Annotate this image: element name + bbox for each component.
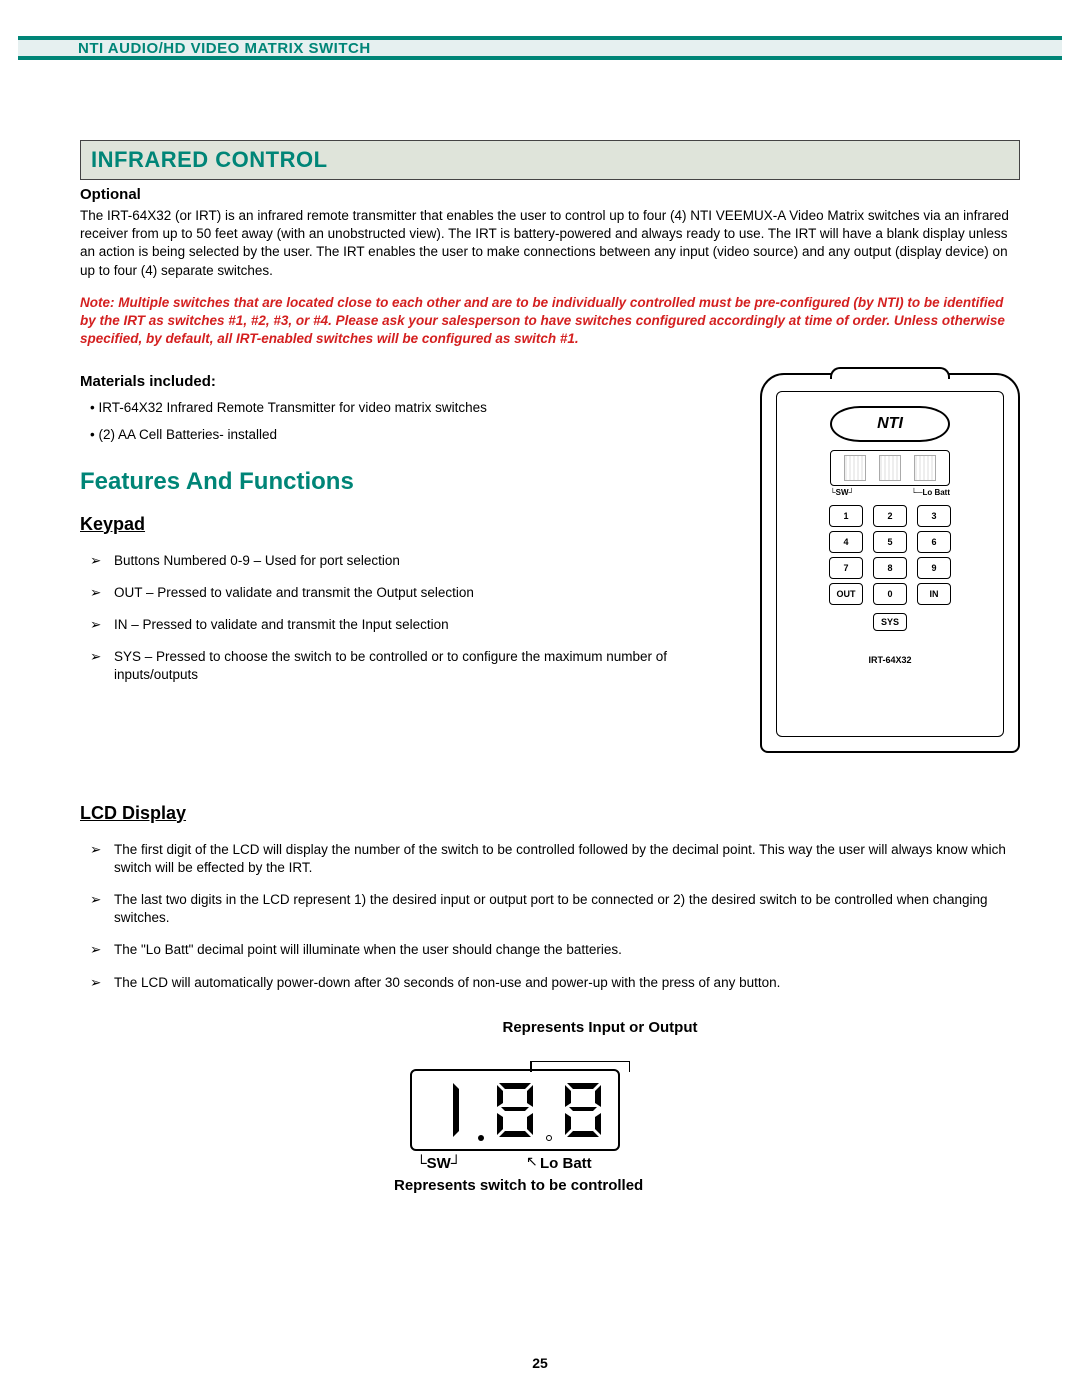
page-content: INFRARED CONTROL Optional The IRT-64X32 …	[80, 140, 1020, 1194]
remote-model: IRT-64X32	[868, 655, 911, 665]
lcd-seg	[879, 455, 901, 481]
keypad-heading: Keypad	[80, 514, 730, 535]
lcd-diagram-top-label: Represents Input or Output	[500, 1019, 700, 1037]
key-7: 7	[829, 557, 863, 579]
list-item: Buttons Numbered 0-9 – Used for port sel…	[90, 545, 730, 577]
list-item: The LCD will automatically power-down af…	[90, 967, 1020, 999]
list-item: The last two digits in the LCD represent…	[90, 884, 1020, 934]
lcd-display-section: LCD Display The first digit of the LCD w…	[80, 803, 1020, 1194]
lcd-list: The first digit of the LCD will display …	[80, 834, 1020, 999]
key-3: 3	[917, 505, 951, 527]
lcd-heading: LCD Display	[80, 803, 1020, 824]
remote-diagram-col: NTI └SW┘ └─Lo Batt 1 2 3 4	[760, 373, 1020, 753]
lcd-box	[410, 1069, 620, 1151]
lcd-diagram-bottom-label: Represents switch to be controlled	[394, 1177, 720, 1194]
lcd-seg	[914, 455, 936, 481]
list-item: SYS – Pressed to choose the switch to be…	[90, 641, 730, 691]
remote-lcd-labels: └SW┘ └─Lo Batt	[830, 488, 950, 497]
page-header: NTI AUDIO/HD VIDEO MATRIX SWITCH	[18, 36, 1062, 60]
keypad-list: Buttons Numbered 0-9 – Used for port sel…	[80, 545, 730, 692]
remote-keypad: 1 2 3 4 5 6 7 8 9 OUT 0 IN SYS	[829, 505, 951, 631]
list-item: OUT – Pressed to validate and transmit t…	[90, 577, 730, 609]
mid-left-col: Materials included: IRT-64X32 Infrared R…	[80, 373, 740, 753]
key-6: 6	[917, 531, 951, 553]
remote-inner: NTI └SW┘ └─Lo Batt 1 2 3 4	[776, 391, 1004, 737]
features-heading: Features And Functions	[80, 468, 730, 496]
note-paragraph: Note: Multiple switches that are located…	[80, 294, 1020, 349]
sw-label: └SW┘	[830, 488, 854, 497]
lcd-seg	[844, 455, 866, 481]
key-out: OUT	[829, 583, 863, 605]
lcd-diagram: Represents Input or Output	[380, 1019, 720, 1194]
lobatt-label: └─Lo Batt	[911, 488, 950, 497]
nti-logo: NTI	[830, 406, 950, 442]
list-item: (2) AA Cell Batteries- installed	[90, 421, 730, 448]
materials-heading: Materials included:	[80, 373, 730, 390]
decimal-point	[478, 1135, 484, 1141]
arrow-icon: ↖	[526, 1153, 538, 1170]
section-banner: INFRARED CONTROL	[80, 140, 1020, 180]
key-1: 1	[829, 505, 863, 527]
remote-diagram: NTI └SW┘ └─Lo Batt 1 2 3 4	[760, 373, 1020, 753]
list-item: IRT-64X32 Infrared Remote Transmitter fo…	[90, 394, 730, 421]
optional-heading: Optional	[80, 186, 1020, 203]
key-8: 8	[873, 557, 907, 579]
key-0: 0	[873, 583, 907, 605]
decimal-point-open	[546, 1135, 552, 1141]
list-item: IN – Pressed to validate and transmit th…	[90, 609, 730, 641]
lcd-digit-3	[559, 1079, 607, 1141]
remote-notch	[830, 367, 950, 379]
key-sys: SYS	[873, 613, 907, 631]
remote-lcd	[830, 450, 950, 486]
list-item: The first digit of the LCD will display …	[90, 834, 1020, 884]
key-9: 9	[917, 557, 951, 579]
materials-list: IRT-64X32 Infrared Remote Transmitter fo…	[80, 394, 730, 448]
page-number: 25	[0, 1355, 1080, 1371]
lobatt-diagram-label: Lo Batt	[540, 1155, 592, 1172]
optional-paragraph: The IRT-64X32 (or IRT) is an infrared re…	[80, 207, 1020, 280]
mid-row: Materials included: IRT-64X32 Infrared R…	[80, 373, 1020, 753]
list-item: The "Lo Batt" decimal point will illumin…	[90, 934, 1020, 966]
lcd-digit-2	[491, 1079, 539, 1141]
key-in: IN	[917, 583, 951, 605]
sw-bracket-label: └SW┘	[416, 1155, 461, 1172]
key-4: 4	[829, 531, 863, 553]
key-2: 2	[873, 505, 907, 527]
header-title: NTI AUDIO/HD VIDEO MATRIX SWITCH	[78, 40, 371, 57]
key-5: 5	[873, 531, 907, 553]
lcd-digit-1	[423, 1079, 471, 1141]
